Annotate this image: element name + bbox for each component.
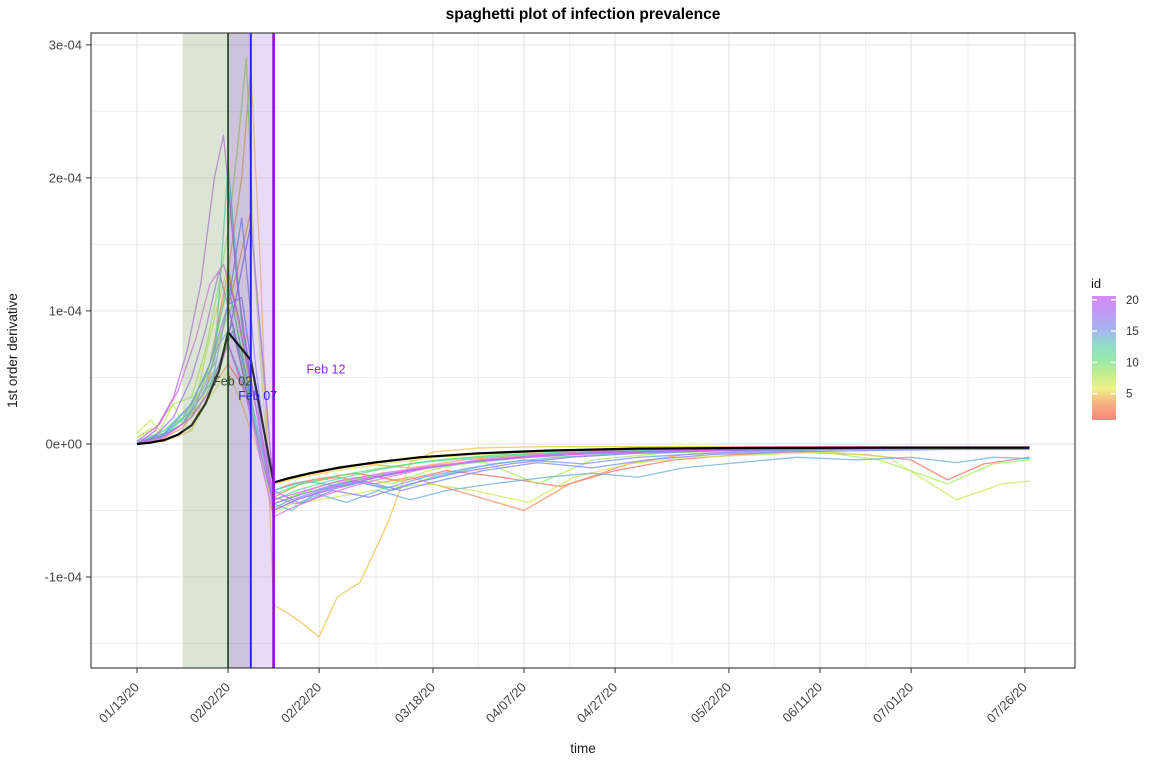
y-axis-title: 1st order derivative	[5, 293, 20, 408]
legend-tick-label: 20	[1126, 295, 1139, 307]
band-green	[182, 33, 229, 668]
y-tick-label: 2e-04	[49, 170, 82, 185]
legend-colorbar	[1092, 296, 1116, 420]
y-tick-label: 0e+00	[45, 436, 82, 451]
mean-line	[136, 331, 1030, 484]
y-tick-label: 1e-04	[49, 303, 82, 318]
chart-title: spaghetti plot of infection prevalence	[446, 6, 721, 23]
x-tick-label: 01/13/20	[96, 680, 142, 726]
series-line-id-19	[136, 263, 1030, 501]
legend-tick-label: 10	[1126, 357, 1139, 369]
band-purple	[250, 33, 274, 668]
band-mauve	[228, 33, 251, 668]
legend-tick-label: 15	[1126, 326, 1139, 338]
series-layer	[136, 33, 1030, 668]
annotation-feb-02: Feb 02	[213, 374, 252, 388]
legend-tick-label: 5	[1126, 389, 1132, 401]
x-tick-label: 05/22/20	[688, 680, 734, 726]
series-line-id-13	[136, 323, 1030, 505]
series-line-id-15	[136, 296, 1030, 512]
x-tick-label: 04/27/20	[574, 680, 620, 726]
x-tick-label: 03/18/20	[392, 680, 438, 726]
x-tick-label: 06/11/20	[779, 680, 825, 726]
y-tick-label: 3e-04	[49, 37, 82, 52]
x-tick-label: 02/22/20	[278, 680, 324, 726]
legend-title: id	[1091, 276, 1101, 291]
x-tick-label: 07/26/20	[984, 680, 1030, 726]
annotation-feb-12: Feb 12	[306, 362, 345, 376]
x-axis-title: time	[570, 741, 596, 756]
x-tick-label: 02/02/20	[187, 680, 233, 726]
x-tick-label: 04/07/20	[483, 680, 529, 726]
panel-border	[90, 32, 1076, 669]
y-tick-label: -1e-04	[44, 570, 82, 585]
annotation-feb-07: Feb 07	[238, 389, 277, 403]
x-tick-label: 07/01/20	[870, 680, 916, 726]
